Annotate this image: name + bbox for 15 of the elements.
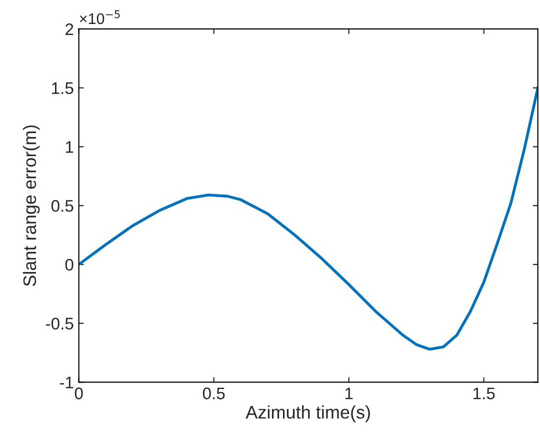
x-tick-label: 0.5	[202, 388, 225, 400]
line-series	[78, 86, 538, 351]
y-tick-label: 0.5	[51, 200, 74, 212]
x-tick-label: 1	[345, 388, 353, 400]
y-axis-title: Slant range error(m)	[22, 125, 40, 286]
text: ×10$^{−5}$	[80, 10, 120, 24]
x-tick-label: 0	[74, 388, 83, 400]
y-tick-label: 0	[65, 258, 74, 271]
y-tick-label: -0.5	[46, 318, 74, 330]
x-axis-title: Azimuth time(s)	[246, 405, 370, 422]
y-tick-label: 1.5	[52, 82, 74, 94]
y-tick-label: -1	[60, 376, 74, 388]
y-tick-label: 2	[66, 23, 74, 36]
y-tick-label: 1	[66, 141, 74, 153]
x-tick-label: 1.5	[474, 388, 495, 400]
